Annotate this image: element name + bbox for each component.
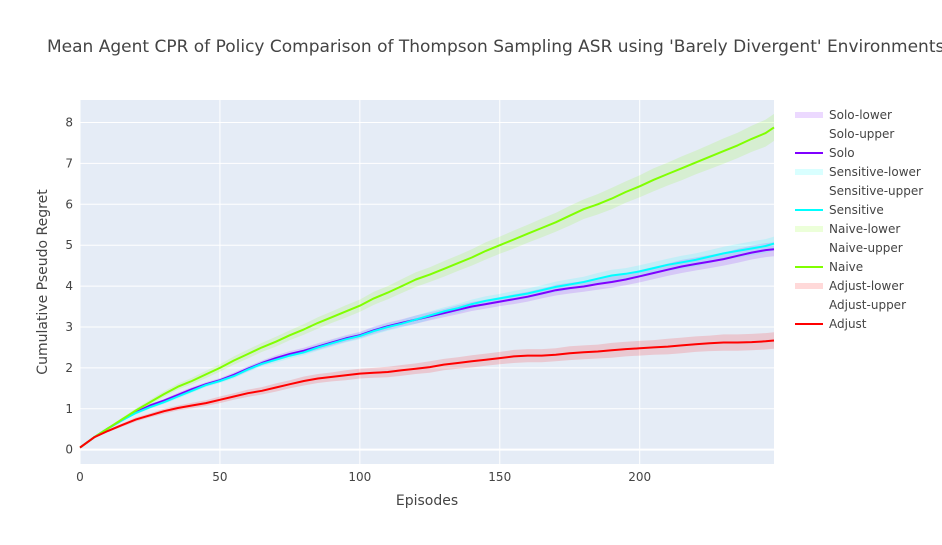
chart-title: Mean Agent CPR of Policy Comparison of T… [47,37,942,57]
legend-label-naive: Naive [829,260,863,274]
y-tick-label: 5 [65,238,73,252]
series-lines [79,126,775,449]
band-naive [80,113,774,449]
y-tick-labels: 0 1 2 3 4 5 6 7 8 [65,115,73,456]
x-tick-label: 50 [212,470,227,484]
x-tick-label: 150 [488,470,511,484]
legend-label-sensitive: Sensitive [829,203,884,217]
legend-label-solo-lower: Solo-lower [829,108,892,122]
y-tick-label: 7 [65,156,73,170]
legend-label-sensitive-upper: Sensitive-upper [829,184,923,198]
y-tick-label: 8 [65,115,73,129]
x-tick-label: 200 [628,470,651,484]
y-tick-label: 2 [65,361,73,375]
x-tick-label: 100 [348,470,371,484]
legend-label-adjust-upper: Adjust-upper [829,298,906,312]
x-axis-title: Episodes [396,493,458,509]
line-sensitive [79,242,775,449]
plot-background [80,100,774,464]
line-adjust [79,339,775,449]
x-tick-labels: 0 50 100 150 200 [76,470,651,484]
x-tick-label: 0 [76,470,84,484]
y-tick-label: 3 [65,320,73,334]
y-tick-label: 1 [65,402,73,416]
legend: Solo-lower Solo-upper Solo Sensitive-lower S… [795,108,923,331]
y-tick-label: 4 [65,279,73,293]
y-tick-label: 6 [65,197,73,211]
legend-label-naive-upper: Naive-upper [829,241,903,255]
line-naive [79,126,775,449]
y-axis-title: Cumulative Pseudo Regret [35,189,51,375]
legend-label-naive-lower: Naive-lower [829,222,900,236]
legend-label-adjust-lower: Adjust-lower [829,279,904,293]
y-tick-label: 0 [65,443,73,457]
legend-label-adjust: Adjust [829,317,867,331]
legend-label-solo-upper: Solo-upper [829,127,894,141]
legend-label-sensitive-lower: Sensitive-lower [829,165,921,179]
legend-label-solo: Solo [829,146,855,160]
